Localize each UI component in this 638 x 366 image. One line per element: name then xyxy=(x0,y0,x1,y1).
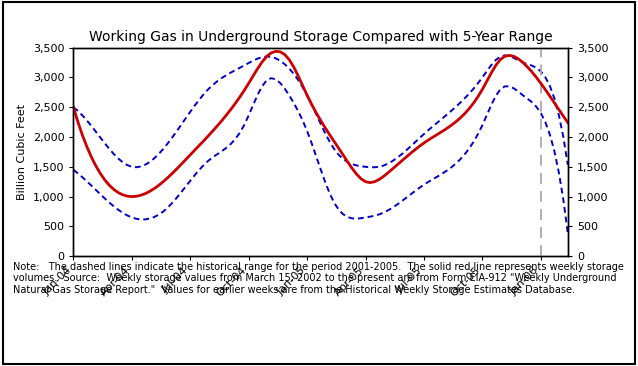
Text: Note:   The dashed lines indicate the historical range for the period 2001-2005.: Note: The dashed lines indicate the hist… xyxy=(13,262,623,295)
Y-axis label: Billion Cubic Feet: Billion Cubic Feet xyxy=(17,104,27,200)
Title: Working Gas in Underground Storage Compared with 5-Year Range: Working Gas in Underground Storage Compa… xyxy=(89,30,553,44)
